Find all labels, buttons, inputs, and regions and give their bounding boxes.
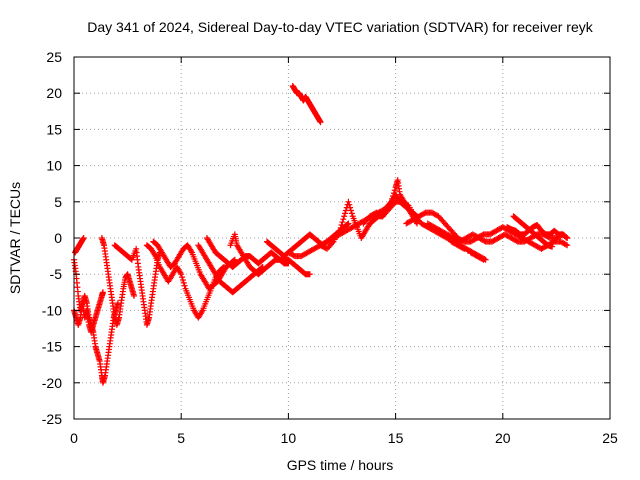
series-t19 — [289, 82, 324, 126]
data-point — [131, 292, 138, 299]
data-point — [549, 243, 556, 250]
data-point — [230, 257, 237, 264]
data-point — [345, 220, 352, 227]
x-tick-label: 0 — [70, 430, 78, 446]
y-tick-label: 15 — [46, 121, 62, 137]
x-tick-label: 15 — [388, 430, 404, 446]
data-point — [346, 201, 353, 208]
x-axis-ticks: 0 5 10 15 20 25 — [70, 57, 618, 446]
y-tick-label: -25 — [42, 411, 62, 427]
data-point — [231, 256, 238, 263]
data-point — [348, 207, 355, 214]
data-point — [564, 235, 571, 241]
data-point — [391, 187, 398, 194]
data-point — [465, 248, 472, 255]
data-point — [480, 256, 487, 263]
data-point — [80, 235, 87, 241]
data-point — [564, 242, 571, 249]
data-point — [562, 241, 569, 248]
data-point — [390, 193, 397, 200]
data-point — [347, 204, 354, 211]
y-tick-label: 0 — [54, 230, 62, 246]
x-axis-label: GPS time / hours — [287, 457, 394, 473]
chart-title: Day 341 of 2024, Sidereal Day-to-day VTE… — [87, 19, 593, 35]
data-point — [339, 219, 346, 226]
y-tick-label: 25 — [46, 49, 62, 65]
series-t3 — [98, 235, 138, 328]
data-point — [345, 198, 352, 205]
y-tick-label: 10 — [46, 158, 62, 174]
y-tick-label: -5 — [50, 266, 63, 282]
data-point — [344, 221, 351, 228]
y-tick-label: -15 — [42, 339, 62, 355]
y-tick-label: 5 — [54, 194, 62, 210]
data-point — [340, 216, 347, 223]
data-point — [179, 274, 186, 281]
x-tick-label: 10 — [281, 430, 297, 446]
data-point — [181, 282, 188, 289]
data-point — [448, 238, 455, 245]
data-point — [476, 254, 483, 261]
data-point — [178, 271, 185, 278]
x-tick-label: 25 — [602, 430, 618, 446]
data-point — [348, 210, 355, 217]
data-point — [317, 119, 324, 126]
y-axis-ticks: -25 -20 -15 -10 -5 0 5 10 15 20 25 — [42, 49, 610, 427]
data-point — [306, 271, 313, 278]
data-point — [468, 250, 475, 257]
x-tick-label: 20 — [495, 430, 511, 446]
data-point — [449, 239, 456, 246]
y-tick-label: -20 — [42, 375, 62, 391]
y-axis-label: SDTVAR / TECUs — [7, 182, 23, 294]
data-point — [338, 221, 345, 228]
data-point — [342, 210, 349, 217]
y-tick-label: -10 — [42, 302, 62, 318]
data-points — [71, 82, 571, 386]
y-tick-label: 20 — [46, 85, 62, 101]
x-tick-label: 5 — [177, 430, 185, 446]
series-t7 — [195, 242, 266, 296]
data-point — [336, 227, 343, 234]
data-point — [99, 289, 106, 296]
series-t6 — [150, 238, 238, 292]
data-point — [180, 279, 187, 286]
data-point — [389, 195, 396, 202]
series-t1 — [71, 292, 121, 386]
data-point — [337, 224, 344, 231]
series-t18 — [510, 213, 556, 250]
data-point — [179, 276, 186, 283]
data-point — [472, 252, 479, 259]
data-point — [342, 207, 349, 214]
data-point — [563, 234, 570, 241]
data-point — [390, 190, 397, 197]
series-t17 — [448, 238, 487, 263]
series-t2 — [72, 235, 87, 256]
data-point — [341, 213, 348, 220]
